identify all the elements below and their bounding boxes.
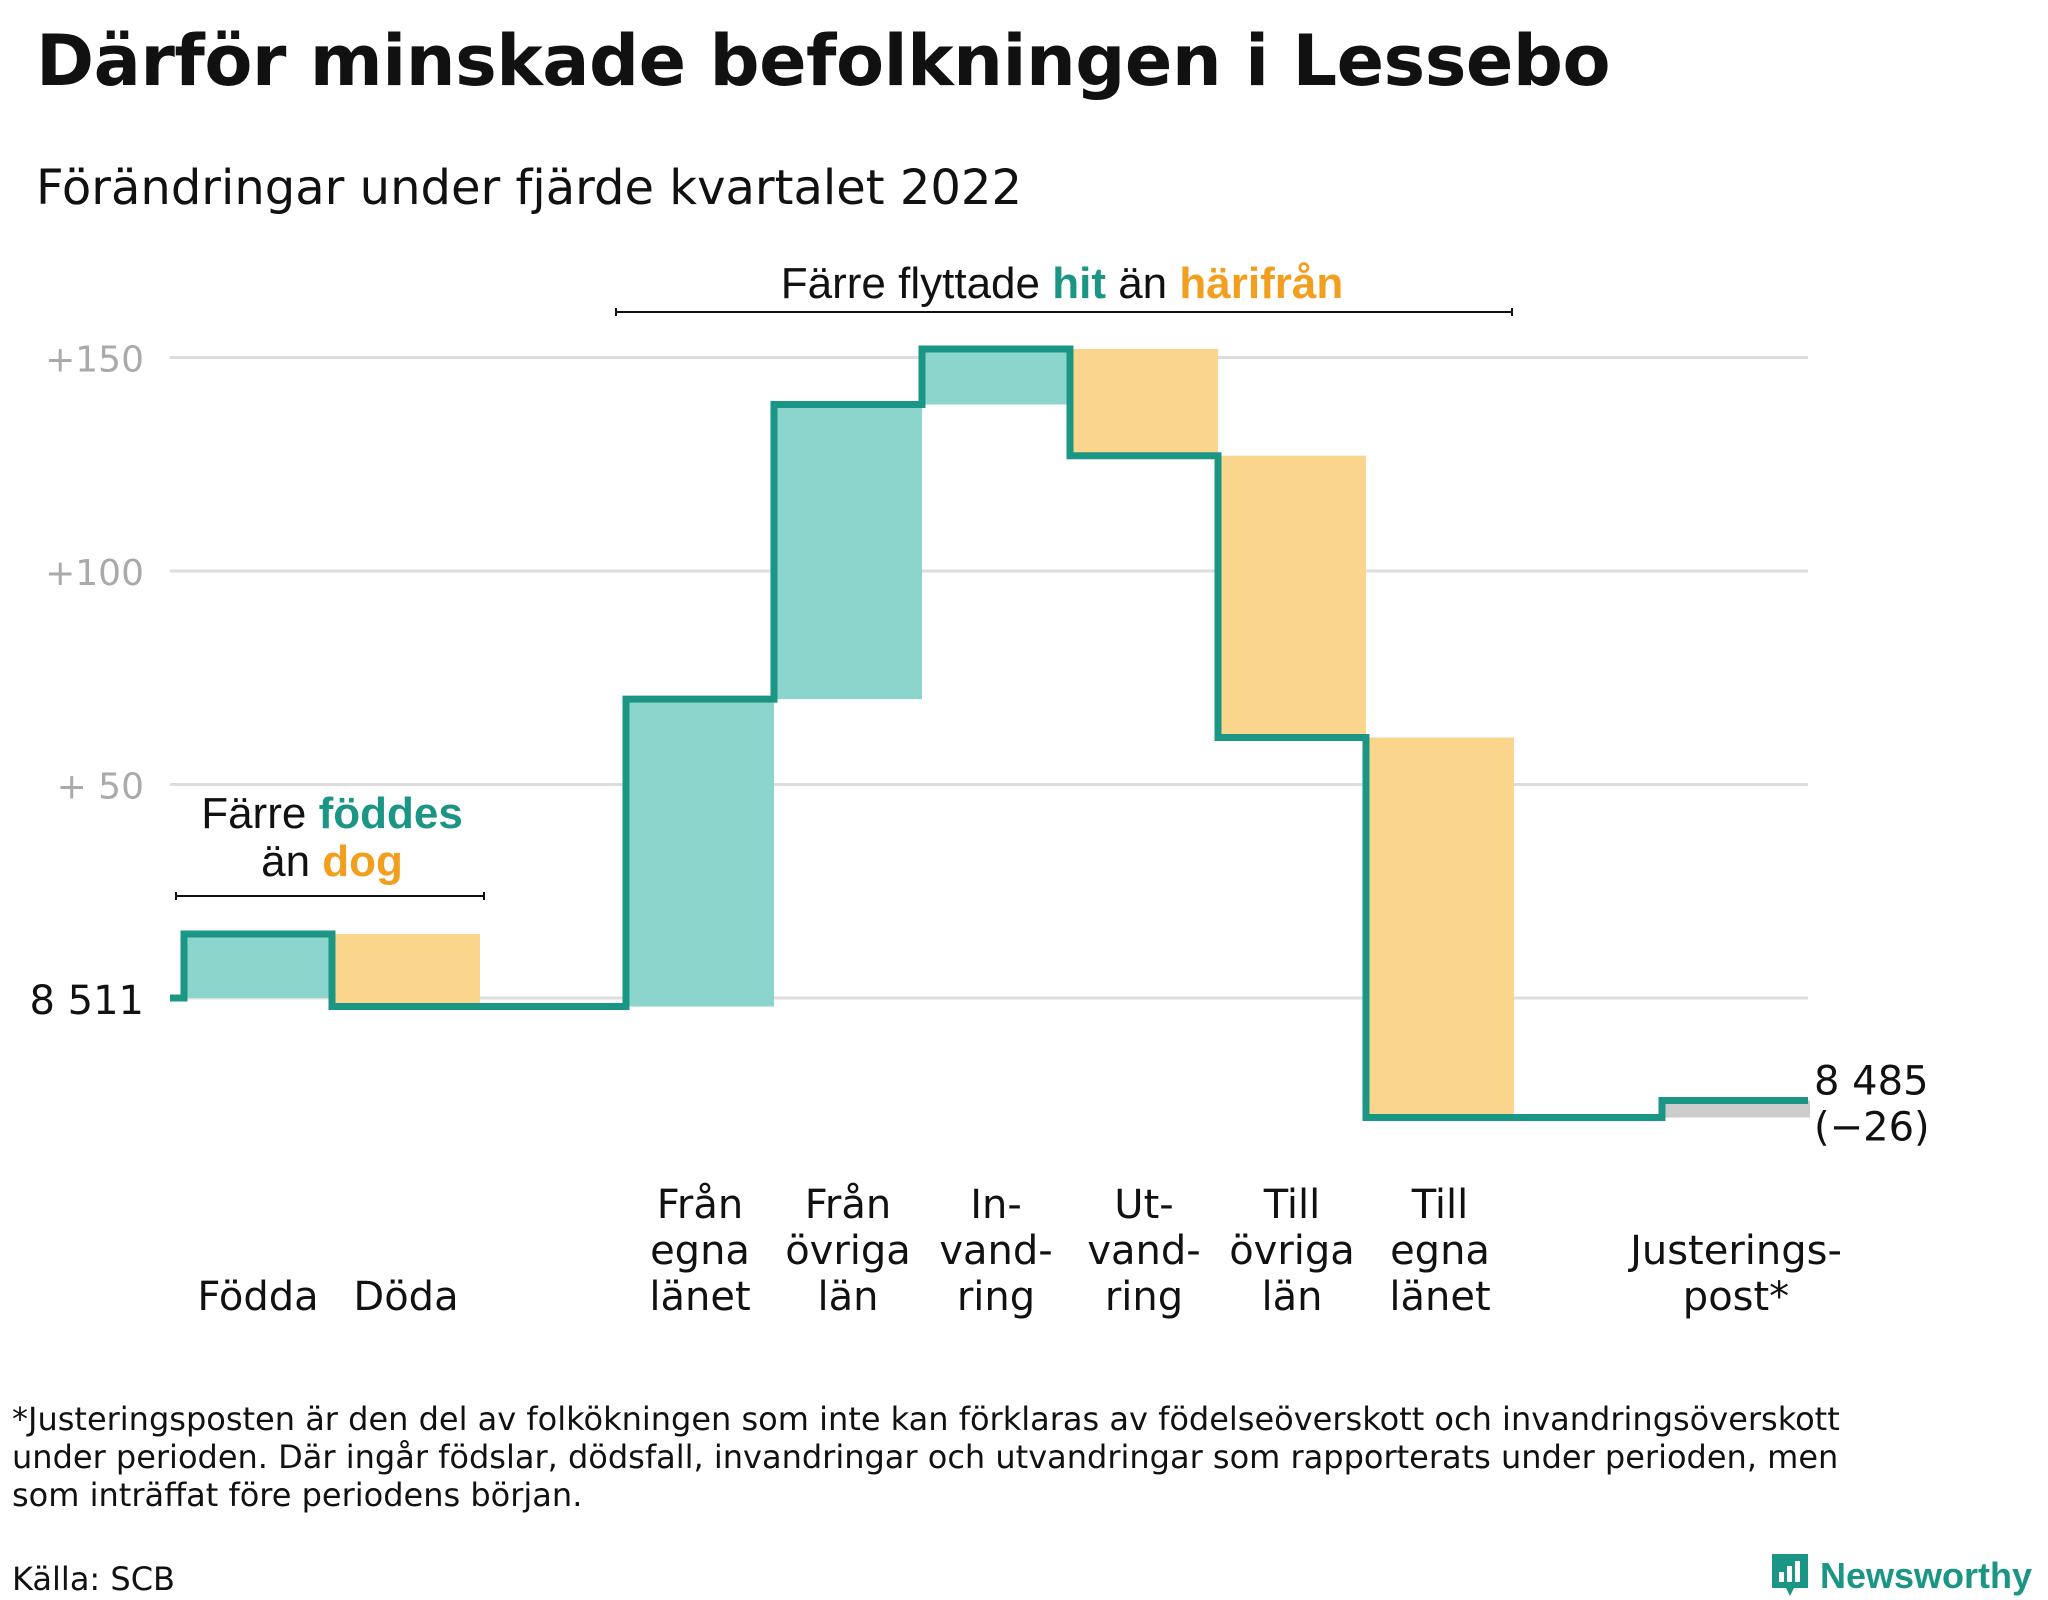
x-category-label-line: vand-: [1087, 1228, 1200, 1274]
source-text: Källa: SCB: [12, 1560, 175, 1598]
migration-annotation-highlight-away: härifrån: [1179, 259, 1343, 308]
footnote-line: *Justeringsposten är den del av folkökni…: [12, 1400, 1840, 1438]
x-category-label-line: Ut-: [1114, 1182, 1173, 1228]
x-category-label: Justerings-post*: [1627, 1228, 1842, 1320]
x-category-label-line: post*: [1683, 1274, 1789, 1320]
x-category-label: Döda: [353, 1274, 458, 1320]
grid-lines: [170, 356, 1808, 1000]
end-change-label: (−26): [1814, 1104, 1930, 1150]
x-category-label-line: Till: [1411, 1182, 1469, 1228]
footnote-line: under perioden. Där ingår födslar, dödsf…: [12, 1438, 1839, 1476]
bar-utvandring: [1070, 348, 1218, 456]
change-bars: [184, 348, 1810, 1118]
bar-justeringspost: [1662, 1100, 1810, 1118]
x-category-label: Från övriga län: [785, 1182, 911, 1320]
x-category-label: Ut-vand-ring: [1087, 1182, 1200, 1320]
migration-annotation-middle: än: [1106, 259, 1179, 308]
footnote: *Justeringsposten är den del av folkökni…: [12, 1400, 2042, 1514]
svg-text:Färre flyttade hit än härifrån: Färre flyttade hit än härifrån: [781, 259, 1343, 308]
x-category-label-line: Till: [1263, 1182, 1321, 1228]
bar-tillövrigalän: [1218, 455, 1366, 738]
end-value-label: 8 485: [1814, 1058, 1929, 1104]
x-category-label-line: vand-: [939, 1228, 1052, 1274]
y-tick-label: +100: [45, 553, 144, 594]
bar-frånegnalänet: [626, 699, 774, 1007]
running-total-path: [170, 345, 1808, 1122]
bar-frånövrigalän: [774, 404, 922, 700]
x-category-label: Från egna länet: [649, 1182, 750, 1320]
svg-text:Färre föddes: Färre föddes: [201, 789, 463, 838]
footnote-line: som inträffat före periodens början.: [12, 1476, 583, 1514]
x-category-label-line: egna: [650, 1228, 750, 1274]
migration-annotation: Färre flyttade hit än härifrån: [615, 259, 1513, 316]
bar-invandring: [922, 348, 1070, 405]
x-category-label-line: Födda: [197, 1274, 318, 1320]
births-annotation-bracket: [175, 892, 485, 900]
births-annotation-prefix: Färre: [201, 789, 318, 838]
x-category-label-line: Från: [657, 1182, 743, 1228]
x-category-label: In-vand-ring: [939, 1182, 1052, 1320]
x-category-label: Födda: [197, 1274, 318, 1320]
logo-text: Newsworthy: [1820, 1555, 2033, 1596]
newsworthy-logo[interactable]: Newsworthy: [1770, 1552, 2032, 1600]
x-category-label-line: In-: [970, 1182, 1022, 1228]
start-value-label: 8 511: [29, 978, 144, 1024]
newsworthy-logo-icon: [1772, 1554, 1808, 1596]
x-category-label-line: Justerings-: [1627, 1228, 1842, 1274]
running-total-line: [170, 345, 1808, 1122]
births-annotation-middle: än: [261, 837, 322, 886]
migration-annotation-prefix: Färre flyttade: [781, 259, 1052, 308]
bar-döda: [332, 933, 480, 1007]
x-category-label-line: ring: [957, 1274, 1035, 1320]
bar-tillegnalänet: [1366, 737, 1514, 1118]
births-annotation-highlight-died: dog: [322, 837, 403, 886]
migration-annotation-bracket: [615, 308, 1513, 316]
x-category-label: Till egna länet: [1389, 1182, 1490, 1320]
svg-text:än dog: än dog: [261, 837, 403, 886]
y-tick-label: +150: [45, 340, 144, 381]
births-annotation-highlight-born: föddes: [319, 789, 463, 838]
chart-title: Därför minskade befolkningen i Lessebo: [36, 20, 1611, 102]
migration-annotation-highlight-here: hit: [1052, 259, 1106, 308]
x-category-label-line: ring: [1105, 1274, 1183, 1320]
x-category-label: Till övriga län: [1229, 1182, 1355, 1320]
x-category-label-line: län: [1262, 1274, 1323, 1320]
chart-subtitle: Förändringar under fjärde kvartalet 2022: [36, 160, 1022, 216]
x-category-label-line: länet: [1389, 1274, 1490, 1320]
x-category-label-line: Från: [805, 1182, 891, 1228]
births-annotation: Färre föddes än dog: [175, 789, 485, 900]
x-category-label-line: övriga: [1229, 1228, 1355, 1274]
x-category-label-line: länet: [649, 1274, 750, 1320]
bar-födda: [184, 933, 332, 998]
x-category-label-line: Döda: [353, 1274, 458, 1320]
x-category-label-line: övriga: [785, 1228, 911, 1274]
x-category-label-line: egna: [1390, 1228, 1490, 1274]
x-category-label-line: län: [818, 1274, 879, 1320]
y-tick-label: + 50: [57, 767, 144, 808]
